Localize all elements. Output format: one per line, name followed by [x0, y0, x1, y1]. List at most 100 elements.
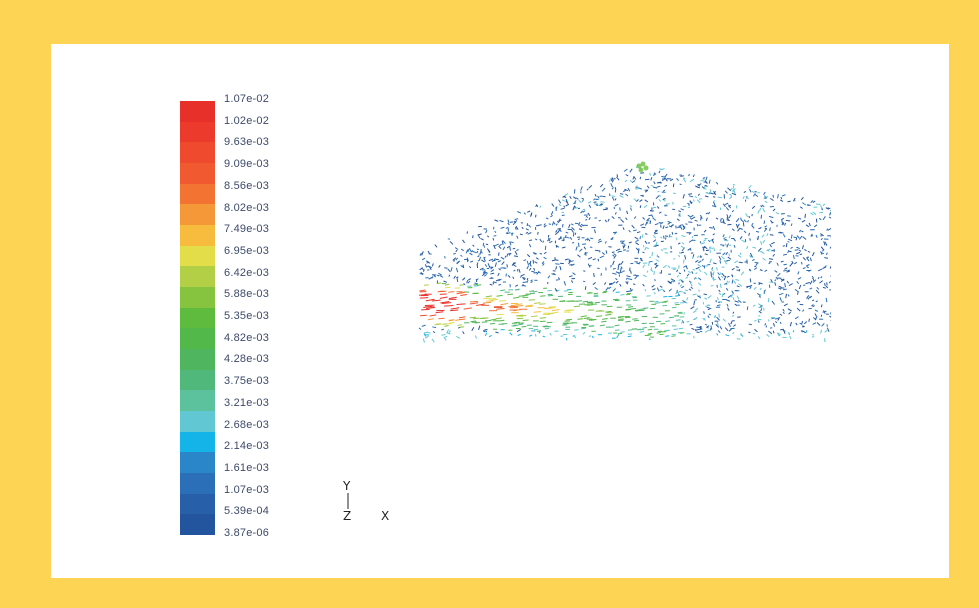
vector-arrow	[687, 214, 691, 218]
vector-arrow	[694, 219, 698, 222]
vector-arrow	[496, 308, 505, 310]
vector-arrow	[802, 257, 807, 261]
vector-arrow	[787, 294, 790, 297]
vector-arrow	[662, 264, 667, 269]
vector-arrow	[460, 248, 464, 252]
vector-arrow	[581, 197, 585, 200]
vector-arrow	[457, 324, 463, 326]
vector-arrow	[497, 260, 501, 263]
vector-arrow	[623, 168, 628, 172]
vector-arrow	[680, 290, 683, 293]
vector-arrow	[737, 304, 740, 306]
vector-arrow	[808, 269, 812, 272]
vector-arrow	[798, 284, 802, 290]
vector-arrow	[635, 239, 639, 243]
vector-arrow	[691, 271, 694, 274]
vector-arrow	[515, 226, 517, 230]
vector-arrow	[569, 260, 574, 263]
vector-arrow	[519, 233, 523, 236]
vector-arrow	[512, 262, 517, 266]
vector-arrow	[788, 332, 790, 336]
vector-arrow	[577, 221, 581, 226]
vector-arrow	[582, 243, 587, 245]
vector-arrow	[569, 237, 573, 240]
vector-arrow	[772, 194, 775, 198]
vector-arrow	[625, 277, 628, 280]
vector-arrow	[785, 219, 791, 222]
vector-arrow	[633, 175, 637, 180]
vector-arrow	[687, 206, 691, 209]
vector-arrow	[476, 262, 479, 266]
vector-arrow	[752, 304, 756, 307]
vector-arrow	[671, 306, 677, 309]
vector-arrow	[483, 256, 486, 259]
vector-arrow	[664, 235, 669, 237]
vector-arrow	[678, 224, 682, 228]
vector-arrow	[799, 229, 801, 233]
vector-arrow	[558, 203, 562, 207]
vector-arrow	[462, 277, 466, 280]
vector-arrow	[568, 259, 572, 263]
vector-arrow	[748, 268, 752, 271]
vector-arrow	[759, 295, 761, 298]
vector-arrow	[592, 258, 596, 261]
vector-arrow	[462, 239, 466, 244]
vector-arrow	[471, 327, 475, 332]
vector-arrow	[436, 274, 440, 277]
vector-arrow	[792, 330, 795, 333]
vector-arrow	[786, 280, 790, 284]
vector-arrow	[604, 241, 607, 244]
vector-arrow	[779, 231, 784, 234]
vector-arrow	[681, 242, 685, 245]
vector-arrow	[474, 335, 477, 339]
vector-arrow	[816, 203, 821, 205]
color-scale-segment	[180, 369, 215, 391]
vector-arrow	[711, 205, 717, 208]
vector-arrow	[626, 290, 631, 293]
vector-arrow	[501, 240, 504, 246]
vector-arrow	[545, 217, 549, 220]
vector-arrow	[657, 190, 660, 193]
vector-arrow	[599, 183, 604, 188]
vector-arrow	[655, 259, 660, 262]
vector-arrow	[766, 249, 770, 252]
vector-arrow	[565, 231, 569, 234]
vector-arrow	[769, 227, 771, 232]
vector-arrow	[662, 189, 666, 192]
vector-arrow	[800, 196, 804, 201]
vector-arrow	[573, 305, 581, 308]
color-scale-label: 5.88e-03	[224, 288, 270, 301]
vector-arrow	[724, 327, 729, 332]
color-scale-label: 7.49e-03	[224, 223, 270, 236]
vector-arrow	[472, 244, 475, 247]
vector-arrow	[761, 204, 765, 208]
vector-arrow	[517, 333, 521, 336]
color-scale-segment	[180, 183, 215, 205]
vector-arrow	[824, 241, 828, 246]
vector-arrow	[485, 229, 488, 234]
vector-arrow	[802, 267, 806, 270]
vector-arrow	[546, 321, 553, 324]
vector-arrow	[787, 308, 792, 312]
color-scale-segment	[180, 390, 215, 412]
vector-arrow	[601, 320, 607, 323]
vector-arrow	[797, 277, 802, 280]
vector-arrow	[731, 192, 737, 196]
vector-arrow	[594, 286, 598, 291]
vector-arrow	[421, 308, 430, 311]
vector-arrow	[507, 219, 510, 223]
vector-arrow	[757, 336, 761, 340]
color-scale-labels: 1.07e-02 1.02e-02 9.63e-03 9.09e-03 8.56e-03…	[224, 94, 324, 539]
vector-arrow	[731, 209, 734, 213]
vector-arrow	[544, 245, 547, 250]
vector-arrow	[745, 196, 749, 200]
vector-arrow	[618, 263, 621, 266]
vector-arrow	[594, 217, 598, 219]
vector-arrow	[829, 312, 831, 315]
vector-arrow	[724, 236, 727, 239]
vector-arrow	[804, 213, 806, 219]
vector-arrow	[581, 327, 586, 330]
vector-arrow	[636, 185, 639, 189]
vector-arrow	[796, 307, 801, 312]
vector-arrow	[530, 212, 533, 217]
